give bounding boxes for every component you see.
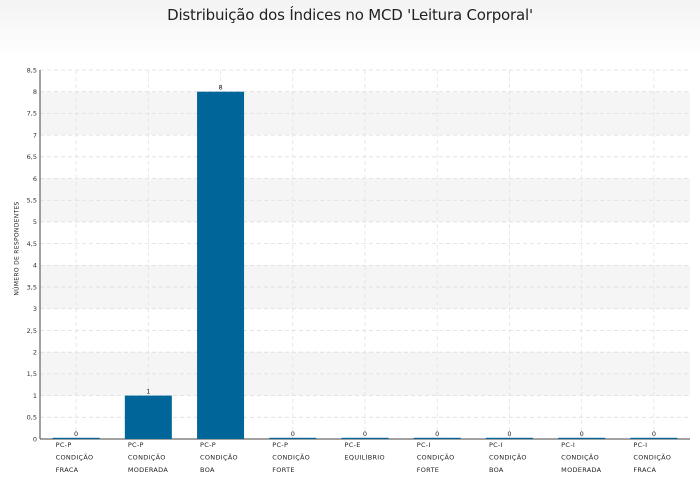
x-category-label: CONDIÇÃO: [272, 453, 310, 462]
bars: [52, 91, 678, 440]
x-category-label: CONDIÇÃO: [561, 453, 599, 462]
x-category-label: PC-P: [128, 441, 144, 449]
bar: [558, 437, 606, 439]
x-category-label: BOA: [489, 466, 504, 474]
bar: [630, 437, 678, 439]
x-category-labels: PC-P CONDIÇÃO FRACA PC-P CONDIÇÃO MODERADA PC-…: [56, 441, 671, 474]
y-tick-label: 5,5: [27, 197, 37, 205]
data-label: 0: [363, 430, 367, 438]
x-category-label: CONDIÇÃO: [128, 453, 166, 462]
x-category-label: PC-P: [200, 441, 216, 449]
x-category-label: CONDIÇÃO: [56, 453, 94, 462]
y-tick-label: 0: [33, 435, 37, 443]
data-label: 1: [146, 388, 150, 396]
x-category-label: CONDIÇÃO: [200, 453, 238, 462]
x-category-label: EQUILÍBRIO: [345, 453, 385, 462]
x-category-label: PC-E: [345, 441, 361, 449]
x-category-label: PC-I: [633, 441, 647, 449]
x-category-label: PC-I: [561, 441, 575, 449]
x-category-label: FRACA: [633, 466, 656, 474]
x-category-label: CONDIÇÃO: [633, 453, 671, 462]
data-labels: 0 1 8 0 0 0 0 0 0: [74, 84, 656, 438]
bar: [52, 437, 100, 439]
y-tick-label: 1: [33, 392, 37, 400]
y-tick-labels: 0 0,5 1 1,5 2 2,5 3 3,5 4 4,5 5 5,5 6 6,5 7 7,5 8 8,5: [27, 66, 37, 443]
bar: [485, 437, 533, 439]
data-label: 0: [652, 430, 656, 438]
y-tick-label: 3: [33, 305, 37, 313]
x-category-label: FORTE: [417, 466, 439, 474]
x-category-label: MODERADA: [561, 466, 602, 474]
x-category-label: MODERADA: [128, 466, 169, 474]
x-category-label: PC-P: [272, 441, 288, 449]
x-category-label: CONDIÇÃO: [489, 453, 527, 462]
data-label: 0: [435, 430, 439, 438]
x-category-label: FORTE: [272, 466, 294, 474]
x-category-label: PC-P: [56, 441, 72, 449]
y-tick-label: 8,5: [27, 66, 37, 74]
y-tick-label: 2,5: [27, 327, 37, 335]
y-tick-label: 4: [33, 262, 37, 270]
y-tick-label: 3,5: [27, 283, 37, 291]
bar: [269, 437, 317, 439]
y-tick-label: 7: [33, 131, 37, 139]
y-tick-label: 8: [33, 88, 37, 96]
y-tick-label: 6,5: [27, 153, 37, 161]
y-tick-label: 6: [33, 175, 37, 183]
y-tick-label: 7,5: [27, 110, 37, 118]
grid-lines: [40, 69, 690, 439]
x-category-label: FRACA: [56, 466, 79, 474]
x-category-label: CONDIÇÃO: [417, 453, 455, 462]
y-tick-label: 1,5: [27, 370, 37, 378]
data-label: 0: [580, 430, 584, 438]
data-label: 0: [291, 430, 295, 438]
bar: [124, 395, 172, 439]
y-tick-label: 2: [33, 348, 37, 356]
data-label: 0: [74, 430, 78, 438]
bar: [197, 91, 245, 440]
y-tick-label: 0,5: [27, 414, 37, 422]
bar: [341, 437, 389, 439]
x-category-label: BOA: [200, 466, 215, 474]
bar: [413, 437, 461, 439]
y-tick-label: 5: [33, 218, 37, 226]
data-label: 0: [507, 430, 511, 438]
x-category-label: PC-I: [417, 441, 431, 449]
y-tick-label: 4,5: [27, 240, 37, 248]
data-label: 8: [218, 84, 222, 92]
chart-title: Distribuição dos Índices no MCD 'Leitura…: [167, 6, 533, 24]
x-category-label: PC-I: [489, 441, 503, 449]
